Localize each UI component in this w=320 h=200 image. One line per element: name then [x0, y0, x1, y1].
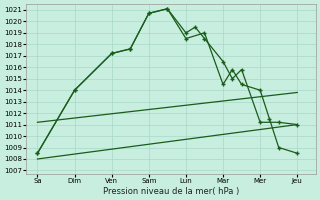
X-axis label: Pression niveau de la mer( hPa ): Pression niveau de la mer( hPa ) [103, 187, 239, 196]
